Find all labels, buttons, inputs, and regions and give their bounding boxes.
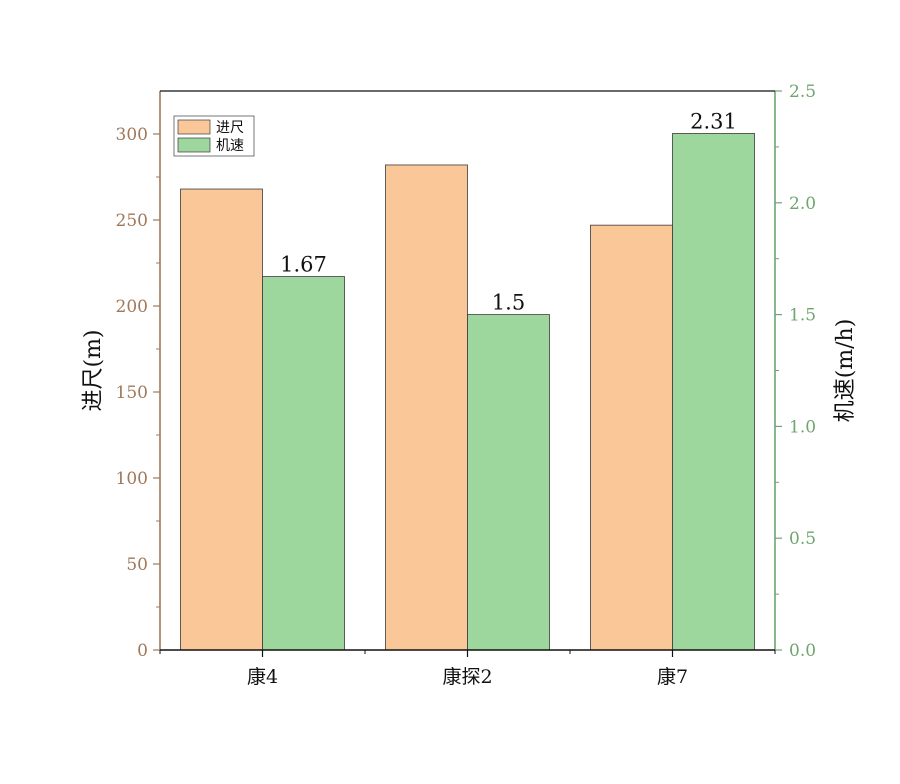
left-tick-label-0: 0 bbox=[137, 641, 148, 661]
data-label-1: 1.5 bbox=[492, 291, 525, 315]
right-tick-label-3: 1.5 bbox=[789, 306, 816, 326]
y-axis-right-title: 机速(m/h) bbox=[833, 319, 858, 423]
right-tick-label-1: 0.5 bbox=[789, 529, 816, 549]
x-tick-label-1: 康探2 bbox=[442, 666, 492, 688]
axes-layer bbox=[153, 90, 782, 657]
bar-right-2 bbox=[672, 133, 755, 651]
x-tick-label-2: 康7 bbox=[657, 666, 688, 688]
right-tick-label-0: 0.0 bbox=[789, 641, 816, 661]
labels-layer: 1.67 1.5 2.31 0 50 100 150 200 250 300 0.0 0.5 1.0 1.… bbox=[81, 82, 858, 688]
left-tick-label-100: 100 bbox=[116, 469, 148, 489]
left-tick-label-300: 300 bbox=[116, 125, 148, 145]
left-tick-label-50: 50 bbox=[126, 555, 148, 575]
legend-swatch-0 bbox=[177, 119, 211, 135]
left-tick-label-150: 150 bbox=[116, 383, 148, 403]
legend-swatch-1 bbox=[177, 137, 211, 153]
legend-label-1: 机速 bbox=[216, 138, 244, 154]
data-label-2: 2.31 bbox=[690, 109, 737, 133]
data-label-0: 1.67 bbox=[280, 253, 327, 277]
left-tick-label-250: 250 bbox=[116, 211, 148, 231]
bar-right-0 bbox=[262, 276, 345, 651]
x-tick-label-0: 康4 bbox=[247, 666, 278, 688]
bars-layer bbox=[180, 133, 755, 651]
bar-left-1 bbox=[385, 164, 468, 651]
y-axis-left-title: 进尺(m) bbox=[81, 329, 106, 411]
left-tick-label-200: 200 bbox=[116, 297, 148, 317]
bar-left-2 bbox=[590, 224, 673, 651]
bar-left-0 bbox=[180, 188, 263, 651]
legend-label-0: 进尺 bbox=[216, 120, 244, 136]
right-tick-label-4: 2.0 bbox=[789, 194, 816, 214]
bar-right-1 bbox=[467, 314, 550, 651]
right-tick-label-2: 1.0 bbox=[789, 417, 816, 437]
right-tick-label-5: 2.5 bbox=[789, 82, 816, 102]
